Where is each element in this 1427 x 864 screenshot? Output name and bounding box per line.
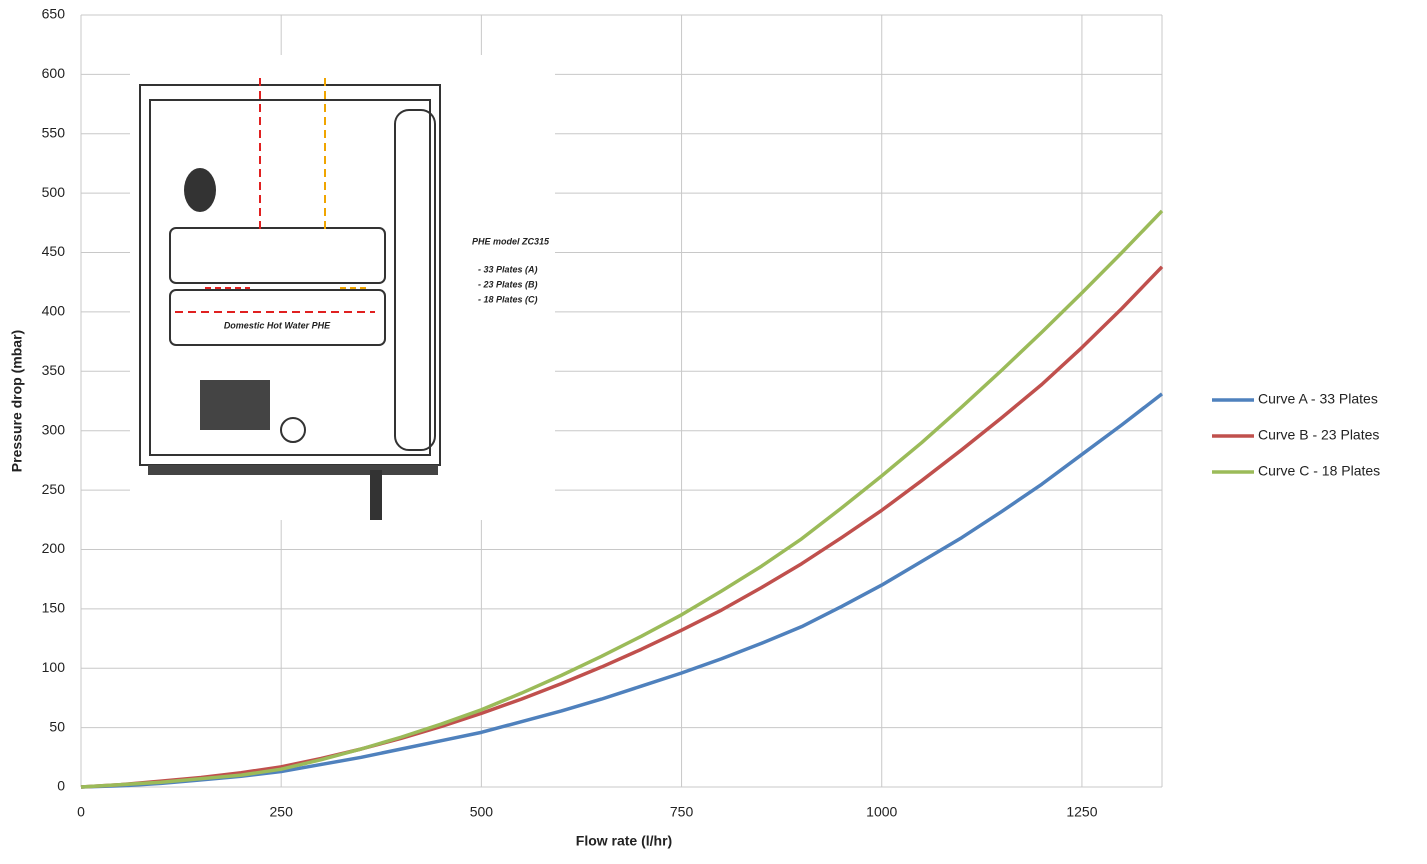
y-tick-label: 600 [42, 65, 66, 81]
plates-label: - 33 Plates (A) [478, 264, 538, 274]
y-tick-label: 200 [42, 540, 66, 556]
chart: Domestic Hot Water PHE PHE model ZC315 -… [0, 0, 1427, 859]
x-tick-label: 500 [470, 804, 494, 820]
y-tick-label: 500 [42, 184, 66, 200]
y-tick-label: 300 [42, 421, 66, 437]
plates-label: - 23 Plates (B) [478, 279, 538, 289]
legend-label: Curve A - 33 Plates [1258, 391, 1378, 407]
y-tick-label: 250 [42, 481, 66, 497]
y-tick-label: 450 [42, 243, 66, 259]
unit-diagram: Domestic Hot Water PHE PHE model ZC315 -… [130, 55, 555, 520]
y-tick-label: 100 [42, 659, 66, 675]
legend-label: Curve C - 18 Plates [1258, 463, 1380, 479]
plates-label: - 18 Plates (C) [478, 294, 538, 304]
y-tick-label: 150 [42, 600, 66, 616]
y-tick-label: 650 [42, 6, 66, 22]
y-tick-label: 350 [42, 362, 66, 378]
model-label: PHE model ZC315 [472, 236, 550, 246]
y-tick-label: 550 [42, 124, 66, 140]
x-tick-label: 1250 [1066, 804, 1097, 820]
x-tick-label: 1000 [866, 804, 897, 820]
x-tick-label: 250 [270, 804, 294, 820]
x-tick-label: 0 [77, 804, 85, 820]
phe-label: Domestic Hot Water PHE [224, 320, 331, 330]
x-tick-label: 750 [670, 804, 694, 820]
y-tick-label: 50 [49, 718, 65, 734]
y-tick-label: 0 [57, 778, 65, 794]
y-axis-title: Pressure drop (mbar) [9, 330, 25, 472]
y-tick-label: 400 [42, 303, 66, 319]
legend-label: Curve B - 23 Plates [1258, 427, 1379, 443]
x-axis-title: Flow rate (l/hr) [576, 833, 672, 849]
